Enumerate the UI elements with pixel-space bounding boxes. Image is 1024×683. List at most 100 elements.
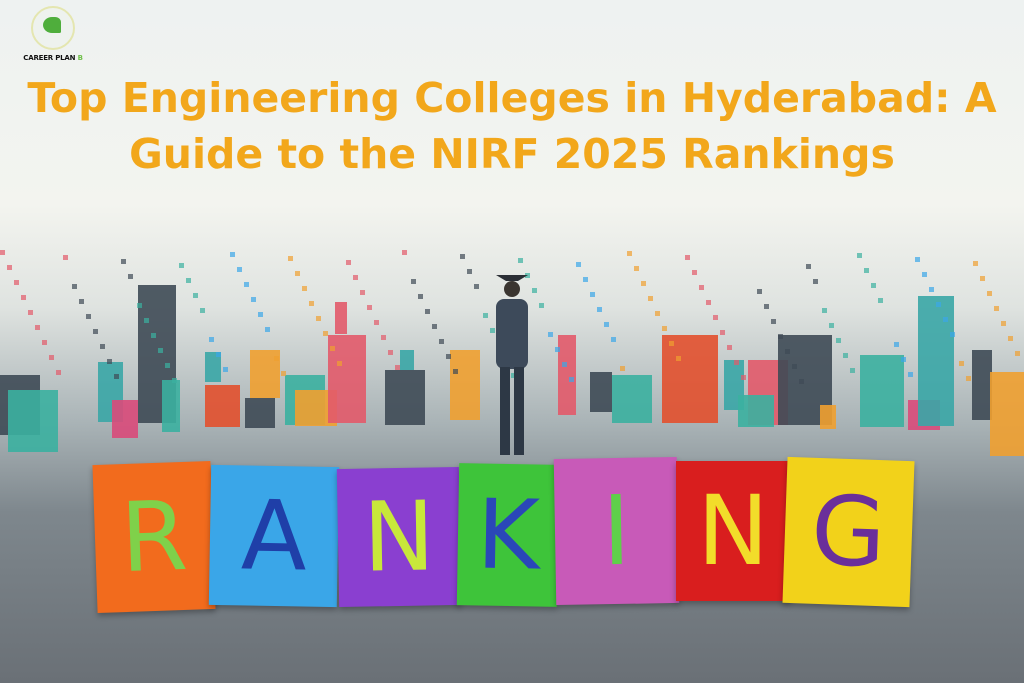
confetti <box>360 290 365 295</box>
confetti <box>562 362 567 367</box>
building-block <box>918 296 954 426</box>
page-title: Top Engineering Colleges in Hyderabad: A… <box>0 70 1024 182</box>
confetti <box>453 369 458 374</box>
confetti <box>734 360 739 365</box>
confetti <box>121 259 126 264</box>
confetti <box>244 282 249 287</box>
logo-brand: CAREER PLAN <box>23 54 76 62</box>
building-block <box>990 372 1024 456</box>
confetti <box>669 341 674 346</box>
confetti <box>295 271 300 276</box>
tile-n: N <box>676 461 790 601</box>
confetti <box>525 273 530 278</box>
confetti <box>330 346 335 351</box>
confetti <box>446 354 451 359</box>
confetti <box>994 306 999 311</box>
confetti <box>216 352 221 357</box>
career-plan-b-logo: CAREER PLAN B <box>18 6 88 62</box>
confetti <box>943 317 948 322</box>
confetti <box>936 302 941 307</box>
confetti <box>274 356 279 361</box>
confetti <box>200 308 205 313</box>
confetti <box>309 301 314 306</box>
confetti <box>346 260 351 265</box>
confetti <box>402 250 407 255</box>
tile-k: K <box>456 463 560 607</box>
confetti <box>648 296 653 301</box>
building-block <box>245 398 275 428</box>
confetti <box>86 314 91 319</box>
confetti <box>539 303 544 308</box>
confetti <box>641 281 646 286</box>
confetti <box>21 295 26 300</box>
building-block <box>205 385 240 427</box>
confetti <box>764 304 769 309</box>
confetti <box>829 323 834 328</box>
confetti <box>7 265 12 270</box>
confetti <box>822 308 827 313</box>
confetti <box>569 377 574 382</box>
confetti <box>597 307 602 312</box>
confetti <box>576 262 581 267</box>
confetti <box>590 292 595 297</box>
confetti <box>209 337 214 342</box>
confetti <box>518 258 523 263</box>
confetti <box>439 339 444 344</box>
confetti <box>72 284 77 289</box>
tile-i: I <box>553 456 680 606</box>
confetti <box>258 312 263 317</box>
confetti <box>864 268 869 273</box>
confetti <box>411 279 416 284</box>
confetti <box>627 251 632 256</box>
confetti <box>699 285 704 290</box>
building-block <box>558 335 576 415</box>
tile-a: A <box>208 464 340 608</box>
confetti <box>49 355 54 360</box>
tile-letter: N <box>362 480 436 594</box>
confetti <box>158 348 163 353</box>
confetti <box>151 333 156 338</box>
confetti <box>785 349 790 354</box>
confetti <box>922 272 927 277</box>
confetti <box>511 373 516 378</box>
confetti <box>850 368 855 373</box>
building-block <box>112 400 138 438</box>
title-line-1: Top Engineering Colleges in Hyderabad: A <box>27 74 997 122</box>
confetti <box>490 328 495 333</box>
confetti <box>14 280 19 285</box>
building-block <box>450 350 480 420</box>
confetti <box>0 250 5 255</box>
building-block <box>162 380 180 432</box>
tile-g: G <box>782 456 915 608</box>
confetti <box>634 266 639 271</box>
confetti <box>137 303 142 308</box>
building-block <box>400 350 414 370</box>
confetti <box>395 365 400 370</box>
confetti <box>685 255 690 260</box>
confetti <box>63 255 68 260</box>
confetti <box>692 270 697 275</box>
building-block <box>385 370 425 425</box>
confetti <box>792 364 797 369</box>
confetti <box>28 310 33 315</box>
confetti <box>107 359 112 364</box>
confetti <box>165 363 170 368</box>
confetti <box>172 378 177 383</box>
confetti <box>676 356 681 361</box>
confetti <box>35 325 40 330</box>
confetti <box>230 252 235 257</box>
tile-letter: G <box>809 474 888 590</box>
building-block <box>612 375 652 423</box>
confetti <box>929 287 934 292</box>
confetti <box>555 347 560 352</box>
confetti <box>42 340 47 345</box>
confetti <box>302 286 307 291</box>
logo-text: CAREER PLAN B <box>18 54 88 62</box>
building-block <box>205 352 221 382</box>
building-block <box>820 405 836 429</box>
confetti <box>966 376 971 381</box>
confetti <box>843 353 848 358</box>
confetti <box>778 334 783 339</box>
confetti <box>878 298 883 303</box>
confetti <box>381 335 386 340</box>
